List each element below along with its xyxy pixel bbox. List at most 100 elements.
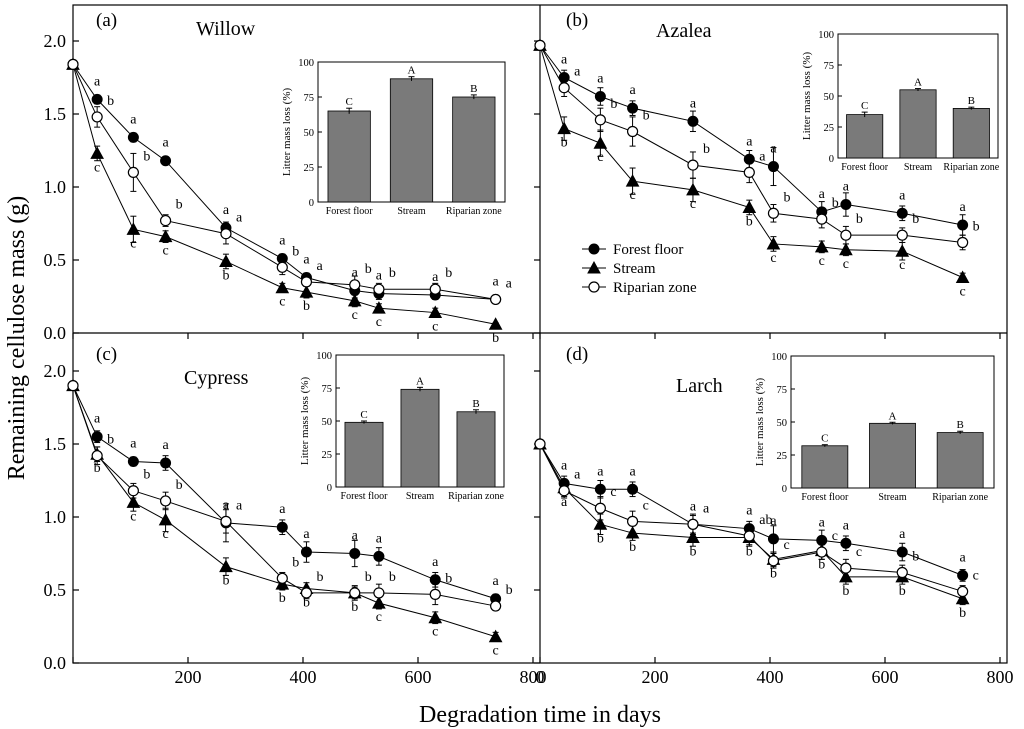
significance-letter: b bbox=[597, 531, 604, 546]
data-point-riparian-zone bbox=[687, 159, 699, 171]
inset-y-tick-label: 25 bbox=[322, 450, 333, 461]
significance-letter: a bbox=[819, 187, 826, 202]
data-point-stream bbox=[686, 182, 700, 196]
significance-letter: a bbox=[629, 83, 636, 98]
significance-letter: b bbox=[610, 97, 617, 112]
data-point-stream bbox=[955, 591, 970, 605]
y-tick-label: 2.0 bbox=[44, 31, 67, 51]
legend-label: Stream bbox=[613, 261, 656, 277]
inset-bar bbox=[456, 411, 496, 488]
data-point-riparian-zone bbox=[840, 229, 852, 241]
inset-y-tick-label: 25 bbox=[824, 123, 835, 134]
significance-letter: a bbox=[843, 180, 850, 195]
significance-letter: b bbox=[365, 570, 372, 585]
significance-letter: a bbox=[376, 531, 383, 546]
significance-letter: a bbox=[432, 555, 439, 570]
data-point-forest-floor bbox=[349, 548, 361, 559]
data-point-riparian-zone bbox=[896, 229, 908, 241]
data-point-riparian-zone bbox=[594, 114, 606, 126]
data-point-stream bbox=[625, 526, 640, 539]
data-point-riparian-zone bbox=[840, 562, 852, 574]
x-tick-label: 600 bbox=[405, 667, 432, 687]
significance-letter: b bbox=[856, 212, 863, 227]
data-point-stream bbox=[372, 301, 386, 314]
data-point-stream bbox=[126, 222, 141, 235]
data-point-riparian-zone bbox=[91, 450, 103, 462]
inset-bar bbox=[344, 421, 384, 488]
data-point-riparian-zone bbox=[594, 502, 606, 514]
significance-letter: a bbox=[770, 514, 777, 529]
inset-significance-letter: C bbox=[345, 96, 352, 108]
significance-letter: b bbox=[912, 549, 919, 564]
data-point-riparian-zone bbox=[767, 555, 780, 567]
inset-significance-letter: C bbox=[861, 100, 868, 112]
significance-letter: b bbox=[959, 606, 966, 621]
data-point-riparian-zone bbox=[558, 485, 570, 497]
data-point-riparian-zone bbox=[767, 207, 780, 219]
significance-letter: b bbox=[107, 433, 114, 448]
significance-letter: c bbox=[770, 251, 776, 266]
significance-letter: b bbox=[912, 212, 919, 227]
panel-title: Larch bbox=[676, 375, 723, 397]
y-tick-label: 0.0 bbox=[44, 323, 67, 343]
data-point-riparian-zone bbox=[957, 236, 969, 249]
data-point-riparian-zone bbox=[558, 82, 570, 94]
significance-letter: a bbox=[432, 270, 439, 285]
data-point-forest-floor bbox=[160, 457, 172, 469]
x-tick-label: 600 bbox=[872, 667, 899, 687]
data-point-stream bbox=[347, 293, 362, 307]
data-point-forest-floor bbox=[957, 569, 969, 581]
significance-letter: a bbox=[303, 527, 310, 542]
data-point-stream bbox=[587, 260, 601, 274]
inset-y-tick-label: 50 bbox=[322, 417, 333, 428]
data-point-forest-floor bbox=[300, 546, 312, 558]
data-point-riparian-zone bbox=[300, 276, 313, 288]
significance-letter: a bbox=[746, 134, 753, 149]
inset-y-tick-label: 75 bbox=[824, 61, 835, 72]
significance-letter: c bbox=[973, 568, 979, 583]
data-point-forest-floor bbox=[160, 155, 172, 167]
inset-category-label: Forest floor bbox=[326, 206, 374, 217]
significance-letter: b bbox=[899, 584, 906, 599]
inset-category-label: Stream bbox=[878, 492, 907, 503]
significance-letter: a bbox=[223, 203, 230, 218]
significance-letter: b bbox=[561, 136, 568, 151]
y-axis-title: Remaining cellulose mass (g) bbox=[4, 196, 30, 481]
data-point-stream bbox=[126, 495, 141, 508]
inset-significance-letter: B bbox=[968, 95, 975, 107]
data-point-riparian-zone bbox=[159, 214, 172, 227]
data-point-riparian-zone bbox=[127, 485, 139, 497]
significance-letter: a bbox=[746, 504, 753, 519]
significance-letter: a bbox=[493, 274, 500, 289]
significance-letter: a bbox=[703, 501, 710, 516]
inset-y-tick-label: 100 bbox=[298, 58, 314, 69]
x-tick-label: 400 bbox=[290, 667, 317, 687]
significance-letter: b bbox=[176, 198, 183, 213]
inset-y-tick-label: 75 bbox=[322, 384, 333, 395]
inset-bar bbox=[400, 388, 440, 488]
data-point-stream bbox=[895, 244, 910, 257]
inset-bar bbox=[327, 110, 371, 203]
inset-y-tick-label: 0 bbox=[782, 484, 787, 495]
inset-bar bbox=[452, 96, 496, 203]
data-point-riparian-zone bbox=[300, 587, 313, 599]
inset-category-label: Stream bbox=[397, 206, 426, 217]
data-point-riparian-zone bbox=[490, 600, 502, 612]
data-point-forest-floor bbox=[91, 431, 103, 443]
significance-letter: b bbox=[492, 331, 499, 346]
significance-letter: a bbox=[130, 437, 137, 452]
data-point-stream bbox=[488, 629, 503, 643]
inset-y-tick-label: 100 bbox=[316, 351, 332, 362]
data-point-forest-floor bbox=[276, 521, 288, 533]
significance-letter: a bbox=[162, 438, 169, 453]
data-point-riparian-zone bbox=[429, 283, 441, 295]
significance-letter: b bbox=[365, 262, 372, 277]
data-point-forest-floor bbox=[840, 199, 852, 211]
significance-letter: c bbox=[856, 545, 862, 560]
data-point-riparian-zone bbox=[626, 515, 639, 527]
legend: Forest floor Stream Riparian zone bbox=[582, 242, 697, 296]
significance-letter: a bbox=[690, 96, 697, 111]
significance-letter: b bbox=[303, 299, 310, 314]
